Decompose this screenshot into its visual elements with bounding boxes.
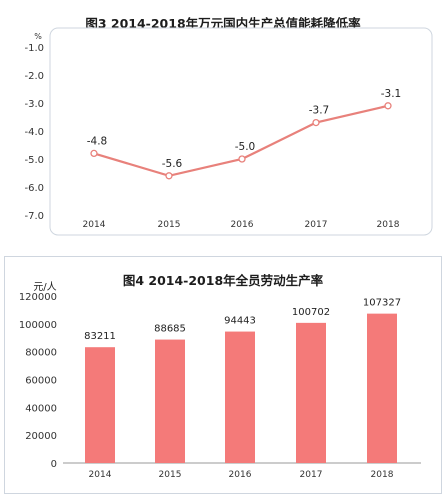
energy-point	[312, 118, 320, 127]
productivity-bar	[367, 313, 397, 463]
energy-line-chart: % -1.0-2.0-3.0-4.0-5.0-6.0-7.0 2014 2015 2…	[24, 27, 433, 236]
energy-chart-title: 图3 2014-2018年万元国内生产总值能耗降低率	[85, 16, 361, 31]
energy-y-tick-label: -7.0	[24, 211, 44, 222]
energy-y-tick-label: -2.0	[24, 71, 44, 82]
productivity-data-label: 100702	[292, 307, 330, 318]
energy-y-tick-label: -6.0	[24, 183, 44, 194]
productivity-y-unit: 元/人	[33, 281, 56, 293]
energy-data-label: -3.1	[381, 88, 402, 100]
energy-x-tick-label: 2017	[305, 220, 328, 230]
productivity-chart-title: 图4 2014-2018年全员劳动生产率	[122, 273, 324, 288]
productivity-data-label: 83211	[84, 331, 116, 342]
productivity-y-tick-label: 40000	[25, 403, 57, 414]
energy-x-tick-label: 2014	[83, 220, 106, 230]
energy-point	[165, 172, 173, 180]
productivity-x-tick-label: 2015	[159, 470, 182, 480]
productivity-x-tick-label: 2017	[300, 470, 323, 480]
energy-point	[238, 155, 246, 163]
productivity-bar	[85, 347, 115, 463]
productivity-data-label: 88685	[154, 324, 186, 335]
energy-x-tick-label: 2018	[377, 220, 400, 230]
productivity-data-label: 107327	[363, 298, 401, 309]
productivity-y-tick-label: 80000	[25, 348, 57, 359]
energy-data-label: -5.0	[235, 141, 256, 153]
productivity-data-label: 94443	[224, 316, 256, 327]
productivity-x-tick-label: 2016	[229, 470, 252, 480]
productivity-bar-chart: 元/人 0 20000 40000 60000 80000 100000 120000 20…	[19, 281, 421, 480]
productivity-x-tick-label: 2014	[89, 470, 112, 480]
productivity-data-labels: 83211 88685 94443 100702 107327	[84, 298, 401, 343]
energy-y-ticks: -1.0 -2.0 -3.0 -4.0 -5.0 -6.0 -7.0	[24, 43, 44, 222]
energy-data-label: -5.6	[162, 158, 183, 170]
energy-y-tick-label: -5.0	[24, 155, 44, 166]
productivity-x-ticks: 2014 2015 2016 2017 2018	[89, 470, 394, 480]
productivity-y-ticks: 0 20000 40000 60000 80000 100000 120000	[19, 292, 57, 470]
energy-data-label: -4.8	[87, 135, 108, 147]
productivity-y-tick-label: 100000	[19, 320, 57, 331]
energy-y-unit: %	[34, 32, 42, 41]
productivity-y-tick-label: 60000	[25, 376, 57, 387]
productivity-bar	[296, 322, 326, 463]
productivity-y-tick-label: 20000	[25, 431, 57, 442]
energy-y-tick-label: -4.0	[24, 127, 44, 138]
energy-data-labels: -4.8 -5.6 -5.0 -3.7 -3.1	[87, 88, 402, 170]
energy-plot-frame	[49, 27, 433, 236]
productivity-bars	[85, 313, 397, 463]
energy-y-tick-label: -1.0	[24, 43, 44, 54]
energy-x-tick-label: 2016	[231, 220, 254, 230]
productivity-chart-panel: 图4 2014-2018年全员劳动生产率 元/人 0 20000 40000 6000…	[4, 256, 442, 494]
productivity-x-tick-label: 2018	[371, 470, 394, 480]
productivity-bar	[155, 339, 185, 463]
productivity-bar	[225, 331, 255, 463]
productivity-y-tick-label: 120000	[19, 292, 57, 303]
energy-point	[90, 149, 98, 158]
energy-data-label: -3.7	[309, 105, 330, 117]
energy-x-ticks: 2014 2015 2016 2017 2018	[83, 220, 400, 230]
energy-points	[90, 102, 392, 180]
energy-y-tick-label: -3.0	[24, 99, 44, 110]
energy-x-tick-label: 2015	[158, 220, 181, 230]
energy-point	[384, 102, 392, 110]
energy-chart-panel: 图3 2014-2018年万元国内生产总值能耗降低率 % -1.0 -2.0 -3.…	[4, 3, 442, 238]
productivity-y-tick-label: 0	[51, 459, 57, 470]
